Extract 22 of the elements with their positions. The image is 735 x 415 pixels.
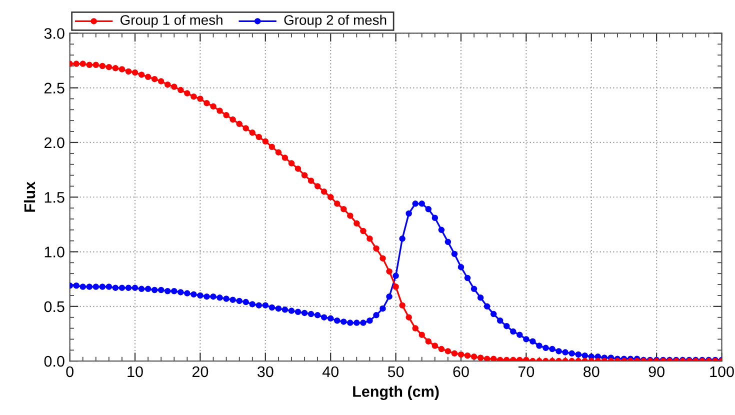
x-tick-label: 40: [322, 366, 339, 378]
y-tick-label: 0.0: [44, 356, 64, 367]
x-axis-title: Length (cm): [353, 386, 439, 400]
legend-label: Group 2 of mesh: [284, 14, 386, 28]
y-tick-label: 2.0: [44, 137, 64, 148]
y-tick-label: 2.5: [44, 82, 64, 94]
y-tick-label: 3.0: [44, 28, 64, 39]
x-tick-label: 60: [453, 366, 469, 378]
x-tick-label: 90: [648, 366, 664, 378]
x-tick-label: 20: [192, 366, 208, 378]
y-tick-label: 0.5: [44, 301, 64, 312]
x-tick-label: 50: [388, 366, 404, 378]
x-tick-label: 100: [710, 366, 734, 378]
x-tick-label: 0: [66, 366, 74, 378]
x-tick-label: 10: [128, 366, 143, 378]
x-tick-label: 70: [518, 366, 534, 378]
y-tick-label: 1.0: [44, 246, 64, 258]
x-tick-label: 80: [584, 366, 600, 378]
legend-label: Group 1 of mesh: [120, 14, 222, 28]
y-tick-label: 1.5: [44, 192, 64, 203]
y-axis-title: Flux: [24, 182, 36, 212]
x-tick-label: 30: [257, 366, 274, 378]
